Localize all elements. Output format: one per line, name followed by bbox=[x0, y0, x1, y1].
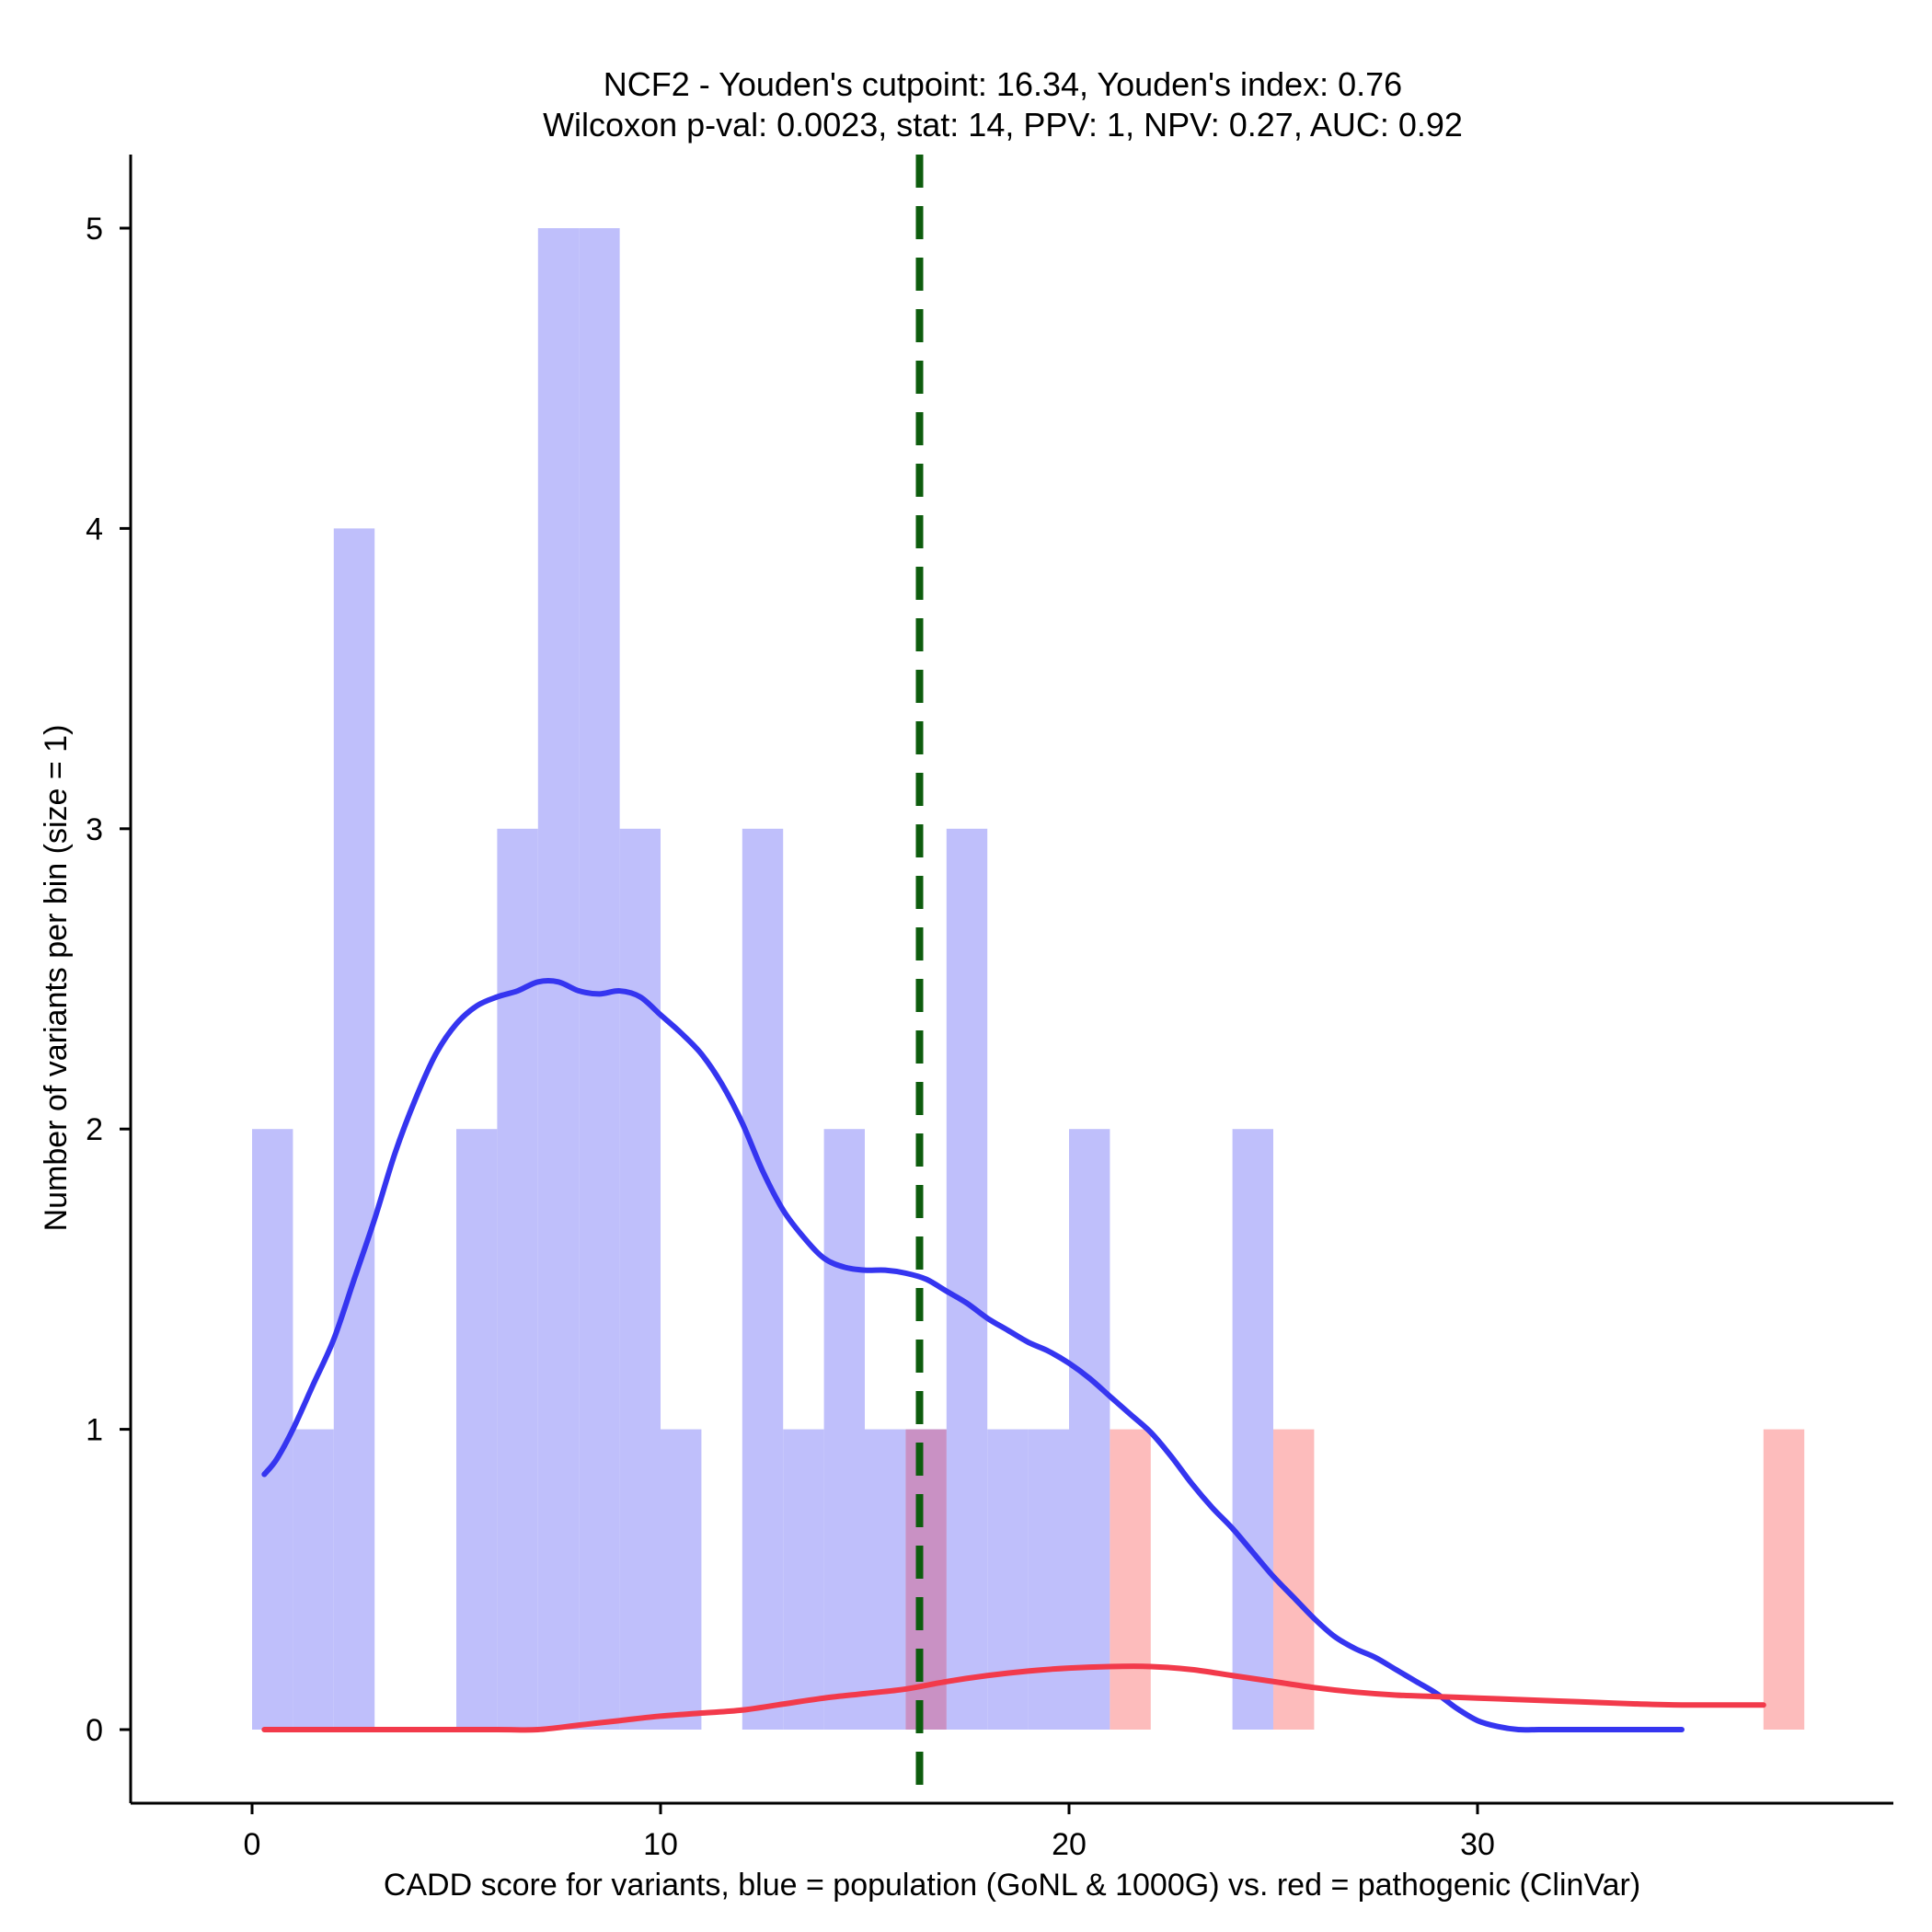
population-bar bbox=[497, 828, 538, 1730]
x-ticks: 0 10 20 30 bbox=[244, 1803, 1495, 1862]
population-bar bbox=[252, 1129, 293, 1730]
population-bar bbox=[661, 1429, 702, 1730]
population-bar bbox=[1232, 1129, 1273, 1730]
pathogenic-bar bbox=[1763, 1429, 1805, 1730]
y-ticks: 0 1 2 3 4 5 bbox=[86, 212, 131, 1748]
y-tick-label: 1 bbox=[86, 1413, 103, 1448]
pathogenic-bar bbox=[905, 1429, 947, 1730]
pathogenic-density-line bbox=[261, 1663, 1766, 1733]
x-axis-label: CADD score for variants, blue = populati… bbox=[384, 1868, 1640, 1903]
y-tick-label: 3 bbox=[86, 812, 103, 847]
population-bar bbox=[456, 1129, 498, 1730]
x-tick-label: 0 bbox=[244, 1827, 261, 1862]
pathogenic-bar bbox=[1110, 1429, 1151, 1730]
x-tick-label: 20 bbox=[1052, 1827, 1087, 1862]
population-bar bbox=[783, 1429, 824, 1730]
population-bar bbox=[619, 828, 661, 1730]
population-bar bbox=[946, 828, 988, 1730]
chart-title-line-1: NCF2 - Youden's cutpoint: 16.34, Youden'… bbox=[604, 65, 1402, 103]
y-tick-label: 2 bbox=[86, 1112, 103, 1147]
x-tick-label: 30 bbox=[1460, 1827, 1495, 1862]
y-tick-label: 4 bbox=[86, 512, 103, 546]
population-bar bbox=[293, 1429, 334, 1730]
population-bar bbox=[742, 828, 784, 1730]
population-bar bbox=[579, 228, 620, 1730]
y-axis-label: Number of variants per bin (size = 1) bbox=[39, 725, 74, 1232]
population-bar bbox=[987, 1429, 1029, 1730]
y-tick-label: 5 bbox=[86, 212, 103, 247]
density-lines-layer bbox=[261, 978, 1766, 1733]
y-tick-label: 0 bbox=[86, 1713, 103, 1748]
population-bar bbox=[823, 1129, 865, 1730]
population-bar bbox=[1069, 1129, 1110, 1730]
population-bar bbox=[1028, 1429, 1069, 1730]
bars-layer bbox=[252, 228, 1805, 1730]
x-tick-label: 10 bbox=[643, 1827, 678, 1862]
population-density-line bbox=[261, 978, 1685, 1733]
population-bar bbox=[333, 528, 375, 1730]
population-bar bbox=[865, 1429, 906, 1730]
chart-title-line-2: Wilcoxon p-val: 0.0023, stat: 14, PPV: 1… bbox=[543, 106, 1463, 144]
pathogenic-bar bbox=[1273, 1429, 1315, 1730]
